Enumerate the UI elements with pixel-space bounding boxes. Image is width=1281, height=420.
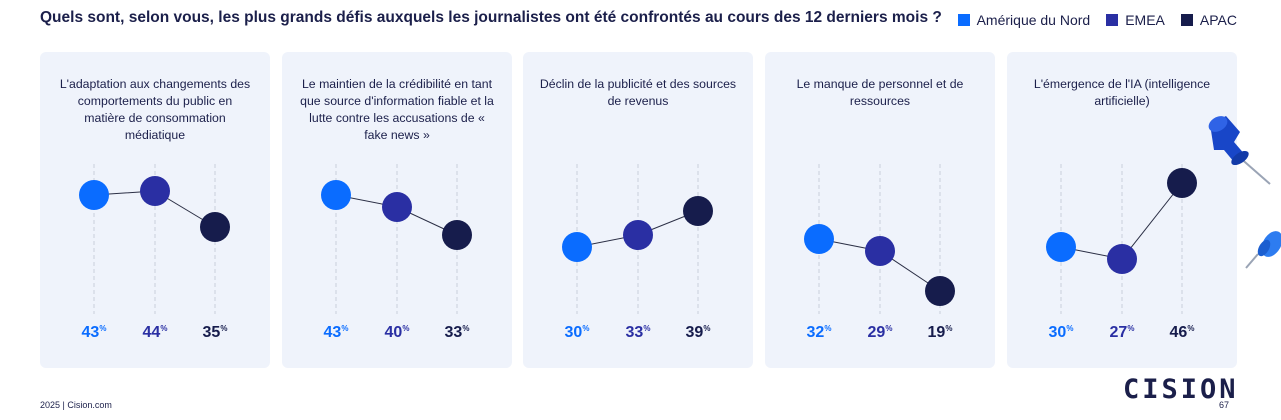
data-label: 30% [1049,324,1074,341]
data-label: 33% [445,324,470,341]
chart-panel-3: Déclin de la publicité et des sources de… [523,52,753,368]
data-label: 33% [626,324,651,341]
data-point [683,196,713,226]
data-label: 44% [143,324,168,341]
brand-logo: CISION [1123,374,1239,405]
page-number: 67 [1219,400,1230,410]
panel-plot: 30% 33% 39% [562,164,713,341]
data-point [382,192,412,222]
legend-label-emea: EMEA [1125,12,1165,28]
data-point [925,276,955,306]
pushpin-icon [1245,231,1281,269]
data-label: 27% [1110,324,1135,341]
chart-panel-4: Le manque de personnel et de ressources … [765,52,995,368]
legend-swatch-apac [1180,14,1193,26]
data-label: 30% [565,324,590,341]
data-label: 29% [868,324,893,341]
data-point [623,220,653,250]
legend-item-north-america: Amérique du Nord [957,12,1091,28]
legend: Amérique du Nord EMEA APAC [957,12,1237,28]
chart-panel-5: L'émergence de l'IA (intelligence artifi… [1007,52,1237,368]
data-label: 39% [686,324,711,341]
data-point [1107,244,1137,274]
chart-title: Quels sont, selon vous, les plus grands … [40,9,942,26]
pushpin-icon [1208,116,1271,185]
panel-plot: 30% 27% 46% [1046,164,1197,341]
panel-title: Le maintien de la crédibilité en tant qu… [300,77,494,142]
data-label: 46% [1170,324,1195,341]
data-label: 40% [385,324,410,341]
data-point [200,212,230,242]
data-point [562,232,592,262]
legend-label-apac: APAC [1199,12,1237,28]
data-point [865,236,895,266]
footer-source: 2025 | Cision.com [40,400,112,410]
panel-title: L'adaptation aux changements des comport… [59,77,251,142]
legend-label-north-america: Amérique du Nord [976,12,1091,28]
chart-panel-1: L'adaptation aux changements des comport… [40,52,270,368]
panel-title: Déclin de la publicité et des sources de… [539,77,737,108]
data-label: 35% [203,324,228,341]
legend-item-emea: EMEA [1106,12,1165,28]
legend-swatch-emea [1106,14,1119,26]
panel-plot: 43% 44% 35% [79,164,230,341]
data-point [79,180,109,210]
panel-plot: 32% 29% 19% [804,164,955,341]
data-point [1046,232,1076,262]
panel-plot: 43% 40% 33% [321,164,472,341]
data-label: 19% [928,324,953,341]
data-point [321,180,351,210]
data-label: 32% [807,324,832,341]
data-point [804,224,834,254]
data-label: 43% [82,324,107,341]
data-point [1167,168,1197,198]
data-point [442,220,472,250]
panel-title: Le manque de personnel et de ressources [796,77,964,108]
panel-title: L'émergence de l'IA (intelligence artifi… [1033,77,1211,108]
legend-item-apac: APAC [1180,12,1237,28]
chart-panel-2: Le maintien de la crédibilité en tant qu… [282,52,512,368]
data-label: 43% [324,324,349,341]
legend-swatch-north-america [957,14,970,26]
data-point [140,176,170,206]
